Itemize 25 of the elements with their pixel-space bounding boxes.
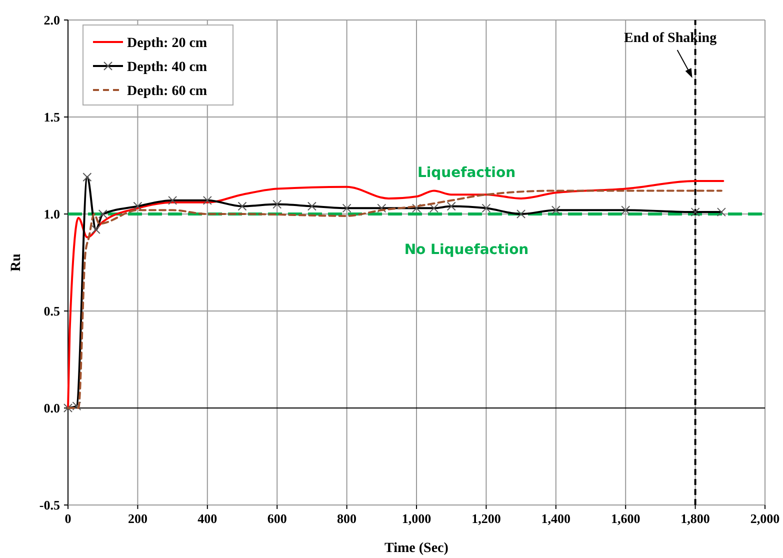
legend-label: Depth: 40 cm (127, 60, 208, 75)
x-tick-label: 1,800 (680, 511, 710, 526)
legend-label: Depth: 60 cm (127, 84, 208, 99)
y-tick-label: 1.0 (44, 206, 60, 222)
y-axis-title: Ru (9, 253, 24, 272)
y-tick-label: -0.5 (39, 498, 60, 512)
ref-line-label: End of Shaking (624, 31, 717, 46)
y-tick-label: 0.0 (44, 400, 60, 416)
y-tick-label: 1.5 (44, 110, 60, 124)
x-tick-label: 600 (267, 511, 287, 526)
x-tick-label: 1,400 (541, 511, 571, 526)
y-tick-label: 2.0 (44, 12, 60, 28)
annotation: Liquefaction (417, 165, 516, 181)
y-tick-label: 0.5 (44, 304, 60, 318)
x-tick-label: 2,000 (750, 511, 780, 526)
legend-label: Depth: 20 cm (127, 36, 208, 51)
x-tick-label: 1,200 (472, 511, 501, 526)
x-tick-label: 800 (337, 511, 357, 526)
x-axis-title: Time (Sec) (384, 541, 449, 556)
x-tick-label: 200 (128, 511, 148, 526)
x-tick-label: 1,600 (610, 511, 640, 526)
x-tick-label: 1,000 (402, 511, 432, 526)
x-tick-label: 0 (64, 511, 72, 526)
annotation: No Liquefaction (404, 242, 529, 258)
x-tick-label: 400 (198, 511, 218, 526)
